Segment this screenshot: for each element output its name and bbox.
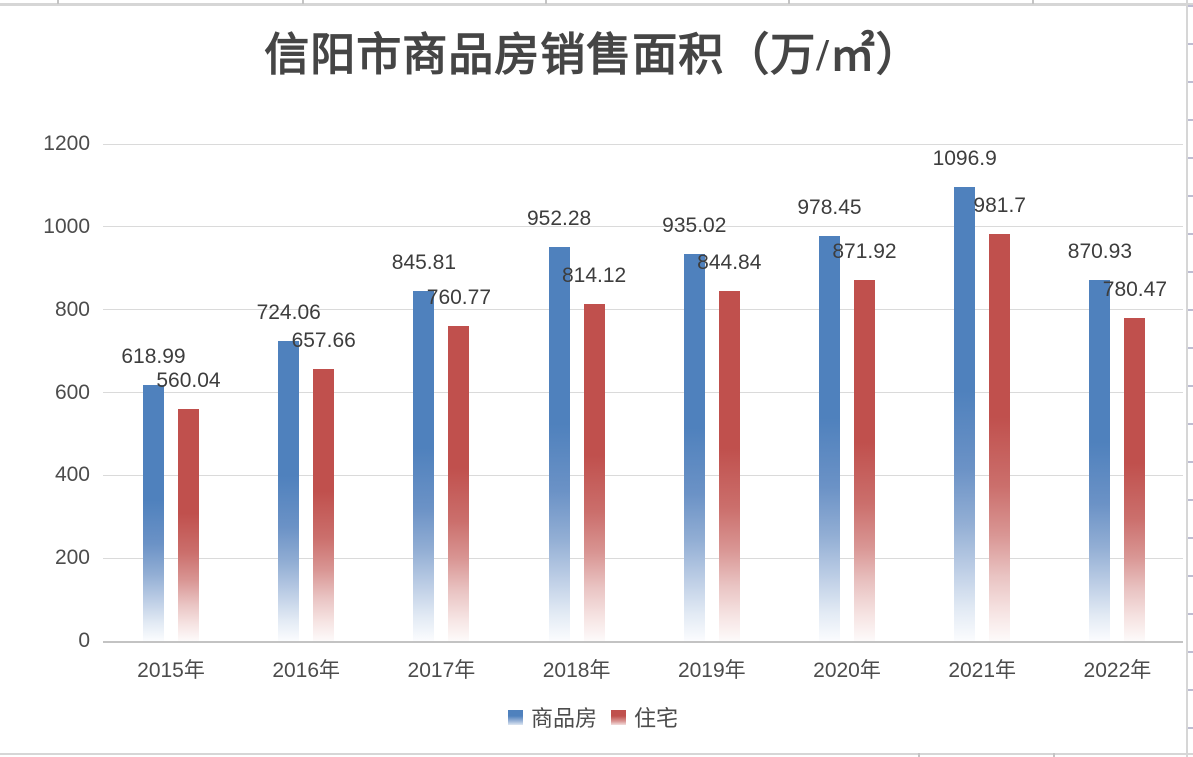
bar-商品房-2019年[interactable] (683, 253, 705, 641)
worksheet-row-tick (1188, 309, 1193, 311)
y-axis-tick-label: 600 (54, 380, 90, 404)
worksheet-column-tick (57, 0, 59, 4)
worksheet-bottom-border (0, 753, 1193, 755)
worksheet-row-tick (1188, 537, 1193, 539)
worksheet-row-tick (1188, 423, 1193, 425)
worksheet-row-tick (1188, 347, 1193, 349)
legend-label: 住宅 (634, 706, 679, 731)
legend-label: 商品房 (530, 706, 597, 731)
data-label-商品房-2022年: 870.93 (1067, 240, 1133, 264)
data-label-商品房-2015年: 618.99 (121, 344, 186, 368)
worksheet-row-tick (1188, 5, 1193, 7)
worksheet-row-tick (1188, 271, 1193, 273)
bar-住宅-2018年[interactable] (583, 303, 605, 641)
bar-住宅-2020年[interactable] (854, 279, 875, 641)
worksheet-row-tick (1188, 81, 1193, 83)
legend-swatch-住宅 (611, 709, 626, 725)
bar-住宅-2019年[interactable] (718, 291, 740, 641)
data-label-商品房-2019年: 935.02 (662, 213, 727, 237)
x-axis-tick-label: 2015年 (137, 659, 205, 682)
bar-商品房-2022年[interactable] (1089, 280, 1111, 641)
worksheet-row-tick (1188, 613, 1193, 615)
bar-商品房-2020年[interactable] (819, 235, 840, 641)
bar-商品房-2021年[interactable] (954, 186, 976, 641)
bar-商品房-2016年[interactable] (278, 341, 300, 641)
y-gridline (103, 226, 1183, 228)
y-axis-tick-label: 1200 (43, 132, 90, 155)
data-label-住宅-2020年: 871.92 (832, 239, 897, 263)
x-axis-tick-label: 2022年 (1083, 659, 1152, 682)
worksheet-row-tick (1188, 119, 1193, 121)
worksheet-row-tick (1188, 651, 1193, 653)
y-axis-tick-label: 200 (54, 546, 90, 570)
worksheet-row-tick (1188, 157, 1193, 159)
bar-商品房-2015年[interactable] (143, 384, 164, 641)
data-label-住宅-2022年: 780.47 (1102, 277, 1168, 301)
y-gridline (103, 143, 1183, 145)
bar-住宅-2022年[interactable] (1124, 317, 1146, 641)
x-axis-tick-label: 2016年 (272, 659, 341, 682)
worksheet-column-tick (302, 0, 304, 4)
bar-商品房-2017年[interactable] (413, 290, 435, 641)
worksheet-column-tick (545, 0, 547, 4)
bar-商品房-2018年[interactable] (548, 246, 570, 641)
x-axis-tick-label: 2020年 (813, 659, 881, 682)
y-axis-tick-label: 400 (54, 463, 90, 487)
y-gridline (103, 392, 1183, 393)
data-label-住宅-2016年: 657.66 (291, 328, 356, 352)
data-label-商品房-2018年: 952.28 (526, 206, 592, 230)
data-label-住宅-2021年: 981.7 (973, 194, 1026, 218)
bar-住宅-2016年[interactable] (313, 368, 335, 641)
worksheet-column-tick (788, 0, 790, 4)
worksheet-row-tick (1188, 43, 1193, 45)
data-label-商品房-2017年: 845.81 (391, 250, 457, 274)
y-gridline (103, 309, 1183, 311)
x-axis-tick-label: 2017年 (407, 659, 476, 682)
legend-swatch-商品房 (507, 709, 523, 725)
bar-住宅-2021年[interactable] (989, 234, 1011, 641)
worksheet-right-border (1186, 0, 1188, 757)
data-label-商品房-2021年: 1096.9 (932, 146, 997, 170)
chart-title: 信阳市商品房销售面积（万/㎡） (264, 30, 922, 80)
worksheet-row-tick (1188, 499, 1193, 501)
worksheet-row-tick (1188, 385, 1193, 387)
bar-住宅-2017年[interactable] (448, 325, 470, 641)
legend-item-商品房[interactable]: 商品房 (507, 701, 597, 733)
y-gridline (103, 557, 1183, 559)
worksheet-row-tick (1188, 461, 1193, 463)
y-gridline (103, 474, 1183, 476)
data-label-住宅-2017年: 760.77 (426, 285, 492, 309)
data-label-商品房-2016年: 724.06 (256, 301, 321, 325)
worksheet-row-tick (1188, 195, 1193, 197)
data-label-住宅-2018年: 814.12 (561, 263, 627, 287)
y-axis-tick-label: 0 (78, 629, 90, 652)
worksheet-row-tick (1188, 575, 1193, 577)
worksheet-column-tick (918, 753, 920, 757)
data-label-商品房-2020年: 978.45 (797, 195, 862, 219)
worksheet-row-tick (1188, 727, 1193, 729)
worksheet-row-tick (1188, 689, 1193, 691)
x-axis-tick-label: 2021年 (948, 659, 1017, 682)
worksheet-column-tick (1032, 0, 1034, 4)
chart-legend: 商品房 住宅 (0, 701, 1186, 733)
x-axis-tick-label: 2019年 (677, 659, 746, 682)
bar-住宅-2015年[interactable] (178, 409, 199, 641)
y-axis-tick-label: 1000 (43, 214, 90, 238)
worksheet-row-tick (1188, 233, 1193, 235)
x-axis-tick-label: 2018年 (542, 659, 611, 682)
y-axis-tick-label: 800 (54, 297, 90, 321)
worksheet-column-tick (1053, 753, 1055, 757)
data-label-住宅-2019年: 844.84 (697, 251, 762, 275)
data-label-住宅-2015年: 560.04 (156, 369, 221, 393)
worksheet-top-border (0, 3, 1193, 6)
x-axis-line (103, 641, 1183, 643)
legend-item-住宅[interactable]: 住宅 (611, 701, 678, 733)
